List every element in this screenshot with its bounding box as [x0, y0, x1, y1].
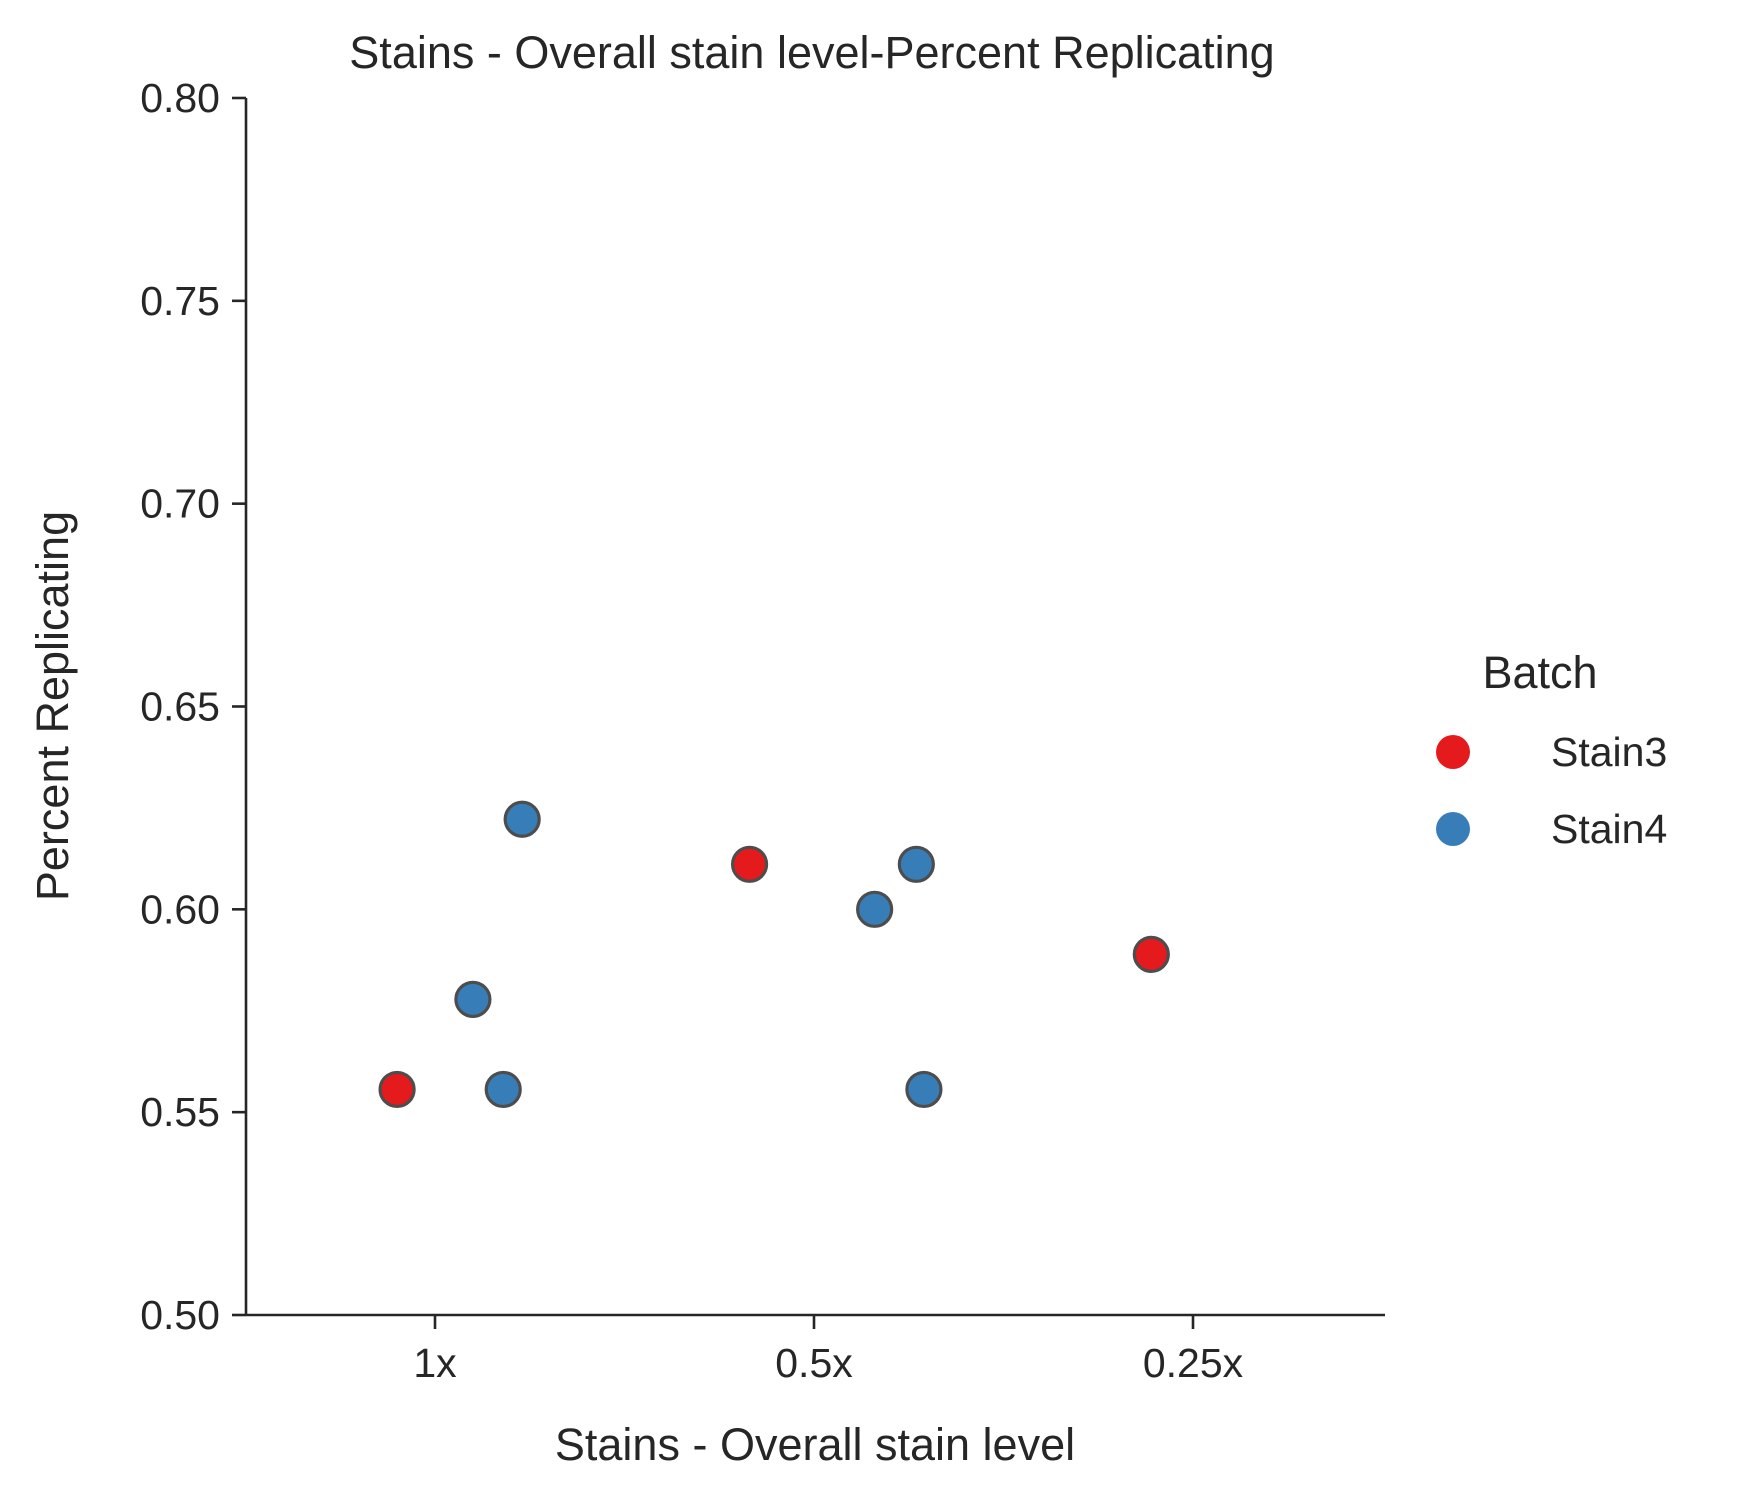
y-tick-label: 0.55 — [140, 1089, 220, 1135]
data-point-stain4 — [856, 890, 894, 928]
data-point-stain3 — [730, 845, 769, 883]
legend-title: Batch — [1482, 647, 1597, 698]
data-points — [378, 800, 1170, 1109]
legend-label: Stain3 — [1551, 729, 1667, 775]
x-axis-label: Stains - Overall stain level — [555, 1419, 1075, 1470]
x-tick-label: 0.25x — [1143, 1340, 1244, 1386]
y-tick-label: 0.65 — [140, 684, 220, 730]
y-axis-label: Percent Replicating — [27, 511, 78, 901]
legend-label: Stain4 — [1551, 806, 1667, 852]
data-point-stain4 — [897, 845, 935, 883]
legend-marker — [1436, 735, 1470, 769]
legend-marker — [1436, 812, 1470, 846]
x-tick-label: 1x — [413, 1340, 457, 1386]
y-tick-label: 0.70 — [140, 481, 220, 527]
x-tick-label: 0.5x — [775, 1340, 853, 1386]
data-point-stain3 — [1132, 935, 1170, 973]
chart-title: Stains - Overall stain level-Percent Rep… — [349, 27, 1274, 78]
data-point-stain4 — [454, 980, 492, 1018]
data-point-stain4 — [484, 1070, 522, 1109]
y-tick-label: 0.80 — [140, 75, 220, 121]
legend-entries: Stain3 Stain4 — [1436, 729, 1667, 852]
data-point-stain4 — [905, 1070, 943, 1109]
legend: Batch Stain3 Stain4 — [1436, 647, 1667, 852]
y-tick-label: 0.75 — [140, 278, 220, 324]
y-axis: 0.50 0.55 0.60 0.65 0.70 0.75 0.80 — [140, 75, 248, 1338]
y-tick-label: 0.50 — [140, 1292, 220, 1338]
y-tick-label: 0.60 — [140, 886, 220, 932]
data-point-stain3 — [378, 1070, 416, 1109]
x-axis: 1x 0.5x 0.25x — [246, 1313, 1385, 1386]
data-point-stain4 — [503, 800, 541, 838]
